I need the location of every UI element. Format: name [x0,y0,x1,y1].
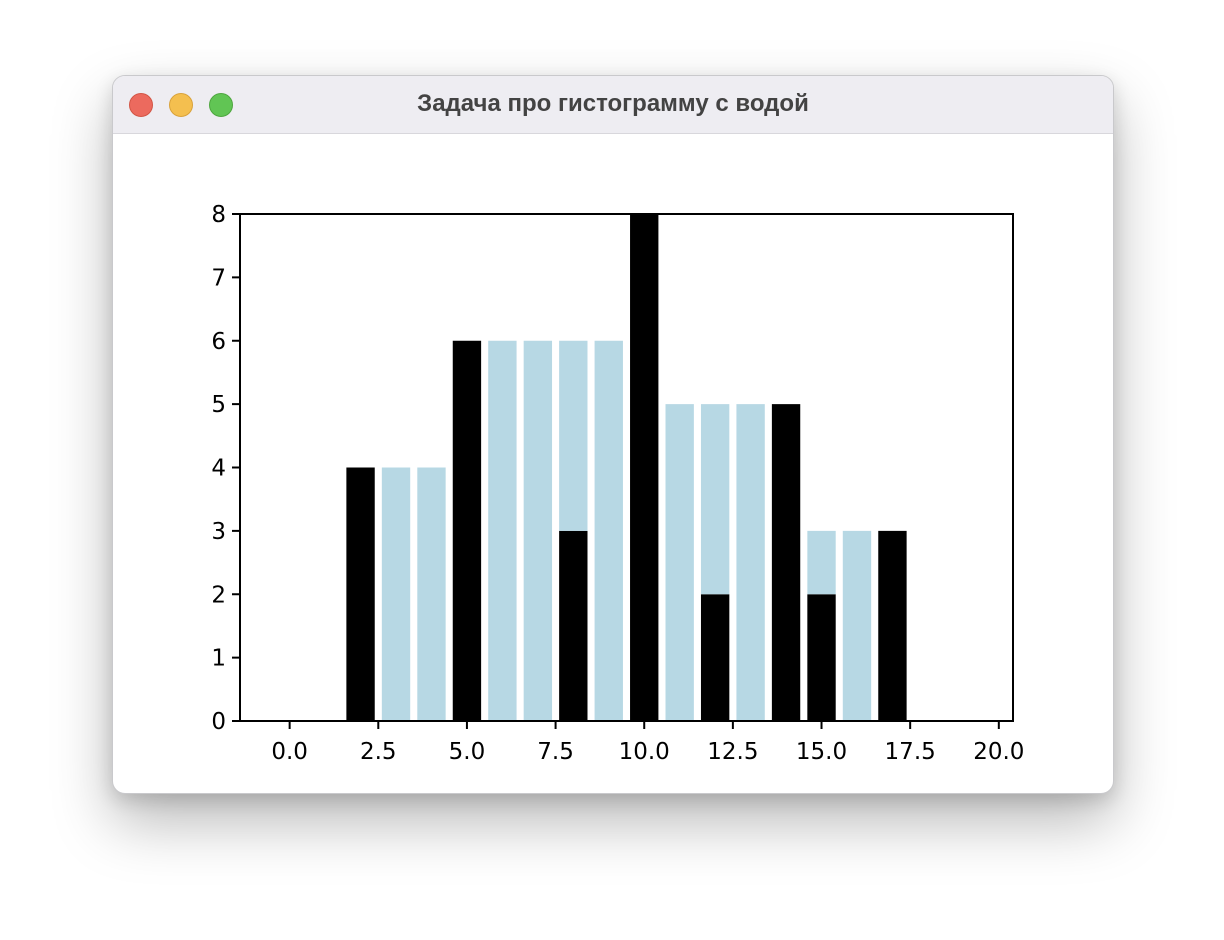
app-window: Задача про гистограмму с водой 0.0 2.5 5.0… [112,75,1114,794]
histogram-chart: 0.0 2.5 5.0 7.5 10.0 12.5 15.0 17.5 20.0 0 1 2 3 4 5 6 7… [211,202,1024,765]
water-bar [488,340,517,721]
y-tick-label: 7 [211,265,226,291]
x-tick-label: 12.5 [707,739,758,765]
title-bar: Задача про гистограмму с водой [113,76,1113,134]
water-bar [736,404,765,721]
y-tick-label: 1 [211,646,226,672]
y-tick-label: 5 [211,392,226,418]
water-bar [594,340,623,721]
y-tick-label: 4 [211,456,226,482]
column-bar [630,214,659,721]
column-bar [559,530,588,721]
column-bar [878,530,907,721]
column-bar [346,467,375,721]
zoom-button[interactable] [209,93,233,117]
x-tick-label: 20.0 [973,739,1024,765]
chart-area: 0.0 2.5 5.0 7.5 10.0 12.5 15.0 17.5 20.0 0 1 2 3 4 5 6 7… [113,134,1113,793]
water-bar [381,467,411,721]
minimize-button[interactable] [169,93,193,117]
y-tick-label: 6 [211,329,226,355]
water-bar [807,530,836,595]
column-bar [452,340,482,721]
x-tick-label: 0.0 [271,739,308,765]
water-bar [417,467,446,721]
x-tick-label: 15.0 [796,739,847,765]
close-button[interactable] [129,93,153,117]
y-tick-label: 0 [211,709,226,735]
water-bar [523,340,553,721]
axes-layer: 0.0 2.5 5.0 7.5 10.0 12.5 15.0 17.5 20.0 0 1 2 3 4 5 6 7… [211,202,1024,765]
water-bar [842,530,872,721]
water-bar [559,340,588,531]
y-tick-label: 8 [211,202,226,228]
water-bar [665,404,694,721]
y-tick-label: 3 [211,519,226,545]
x-tick-label: 7.5 [537,739,574,765]
x-tick-label: 2.5 [360,739,397,765]
column-bar [807,594,836,721]
bars-layer [346,214,907,721]
water-bar [700,404,730,595]
column-bar [771,404,801,721]
x-tick-label: 5.0 [449,739,486,765]
y-tick-label: 2 [211,582,226,608]
x-tick-label: 17.5 [885,739,936,765]
column-bar [700,594,730,721]
window-title: Задача про гистограмму с водой [417,90,809,117]
x-tick-label: 10.0 [619,739,670,765]
